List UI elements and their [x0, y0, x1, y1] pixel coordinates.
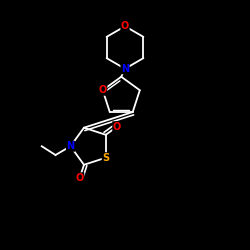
- Text: O: O: [98, 85, 107, 95]
- Text: S: S: [102, 153, 109, 163]
- Text: O: O: [121, 21, 129, 31]
- Text: O: O: [113, 122, 121, 132]
- Text: N: N: [66, 141, 74, 151]
- Text: N: N: [121, 64, 129, 74]
- Text: O: O: [76, 173, 84, 183]
